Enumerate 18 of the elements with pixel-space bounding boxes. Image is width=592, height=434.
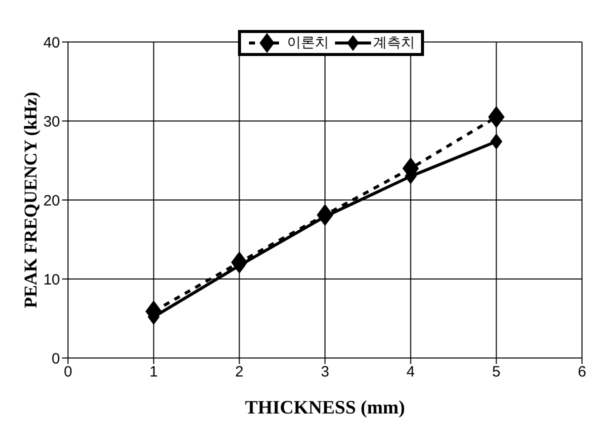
y-tick-label: 30 (43, 113, 60, 130)
x-tick-label: 5 (492, 364, 501, 381)
point (490, 134, 502, 150)
x-tick-label: 6 (578, 364, 586, 381)
x-tick-label: 4 (406, 364, 415, 381)
legend-label: 계측치 (373, 34, 415, 52)
x-tick-label: 2 (235, 364, 244, 381)
y-tick-label: 0 (52, 350, 60, 368)
point (488, 106, 505, 128)
y-axis-title: PEAK FREQUENCY (kHz) (20, 92, 40, 308)
y-tick-label: 40 (43, 34, 60, 52)
y-tick-label: 20 (43, 192, 60, 210)
x-tick-label: 1 (149, 364, 158, 381)
x-tick-label: 3 (320, 364, 330, 381)
y-tick-label: 10 (43, 271, 60, 288)
x-tick-label: 0 (64, 364, 72, 381)
legend-label: 이론치 (287, 34, 329, 52)
x-axis-title: THICKNESS (mm) (245, 397, 405, 418)
